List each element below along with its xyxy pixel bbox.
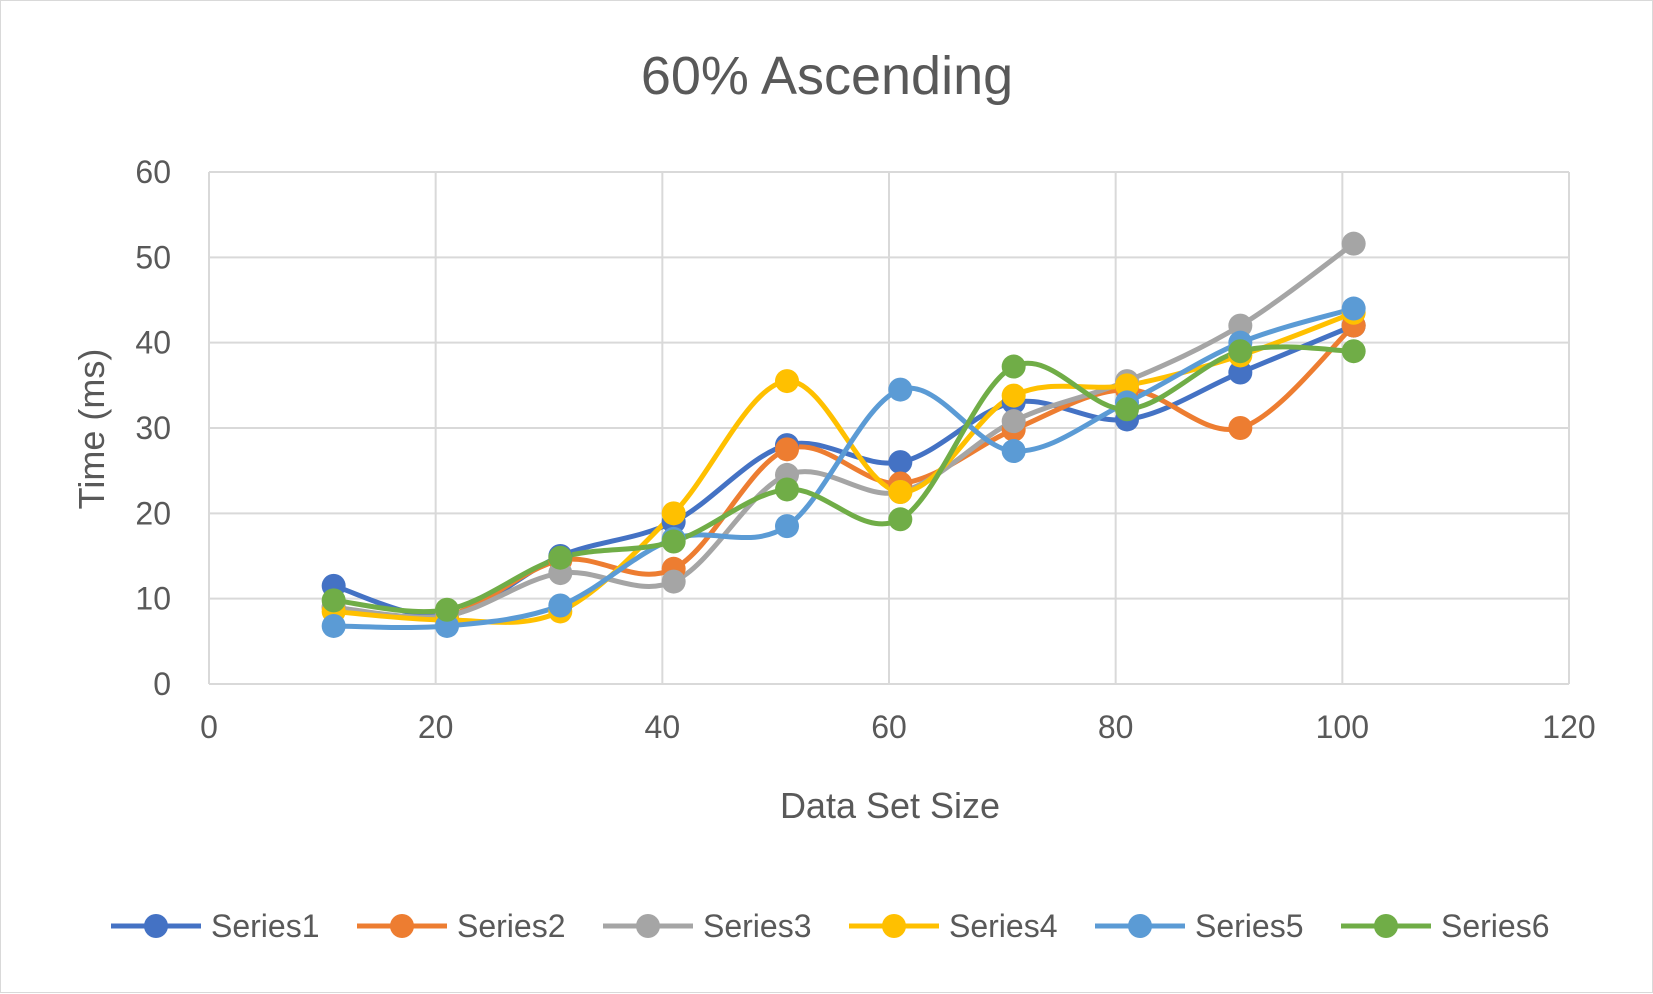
data-point [775,437,799,462]
x-tick-label: 40 [645,709,681,745]
data-point [661,569,686,594]
data-point [1001,439,1026,464]
y-tick-label: 0 [153,666,171,702]
legend-label: Series5 [1195,908,1304,944]
legend-marker [1128,914,1152,938]
data-point [1115,373,1139,398]
legend-label: Series1 [211,908,320,944]
data-point [1001,383,1026,408]
x-tick-label: 80 [1098,709,1134,745]
series-markers [321,231,1366,638]
data-point [548,593,573,618]
data-point [1001,409,1026,434]
data-point [775,514,799,539]
x-tick-label: 60 [871,709,907,745]
legend-item: Series2 [357,908,566,944]
data-point [661,529,686,554]
legend-item: Series1 [111,908,320,944]
data-point [775,369,799,394]
data-point [321,588,346,613]
legend-item: Series3 [603,908,812,944]
data-point [1228,339,1253,364]
chart-title: 60% Ascending [641,46,1013,106]
series-line-3 [331,241,1357,620]
data-point [661,501,686,526]
legend-marker [144,914,168,938]
data-point [1228,416,1253,440]
series-line-4 [331,310,1357,625]
data-point [1341,231,1366,256]
data-point [1115,397,1139,422]
data-point [888,507,913,532]
legend-item: Series4 [849,908,1058,944]
legend-marker [390,914,414,938]
legend-item: Series6 [1341,908,1550,944]
data-point [888,450,913,475]
y-tick-label: 40 [135,325,171,361]
gridlines [208,171,1570,685]
data-point [888,480,913,504]
y-tick-label: 30 [135,410,171,446]
x-tick-label: 0 [200,709,218,745]
data-point [1341,339,1366,364]
data-point [775,477,799,502]
x-axis-title: Data Set Size [780,785,1000,826]
data-point [1341,296,1366,321]
y-tick-label: 10 [135,581,171,617]
data-point [1001,354,1026,379]
x-tick-label: 20 [418,709,454,745]
data-point [888,377,913,402]
legend-label: Series2 [457,908,566,944]
legend-marker [636,914,660,938]
y-tick-label: 50 [135,239,171,275]
data-point [435,597,459,622]
y-axis-title: Time (ms) [71,349,112,510]
data-point [1228,360,1253,385]
data-point [548,545,573,570]
data-point [321,613,346,638]
series-lines [331,241,1357,630]
legend: Series1 Series2 Series3 Series4 Series5 Serie… [111,908,1550,944]
y-tick-label: 20 [135,495,171,531]
legend-label: Series3 [703,908,812,944]
x-tick-label: 120 [1542,709,1595,745]
y-axis-ticks: 0 10 20 30 40 50 60 [135,154,171,702]
legend-item: Series5 [1095,908,1304,944]
series-line-6 [331,344,1357,615]
data-point [1228,313,1253,338]
legend-marker [1374,914,1398,938]
y-tick-label: 60 [135,154,171,190]
legend-label: Series6 [1441,908,1550,944]
x-tick-label: 100 [1316,709,1369,745]
x-axis-ticks: 0 20 40 60 80 100 120 [200,709,1596,745]
legend-label: Series4 [949,908,1058,944]
series-line-5 [331,306,1357,630]
legend-marker [882,914,906,938]
